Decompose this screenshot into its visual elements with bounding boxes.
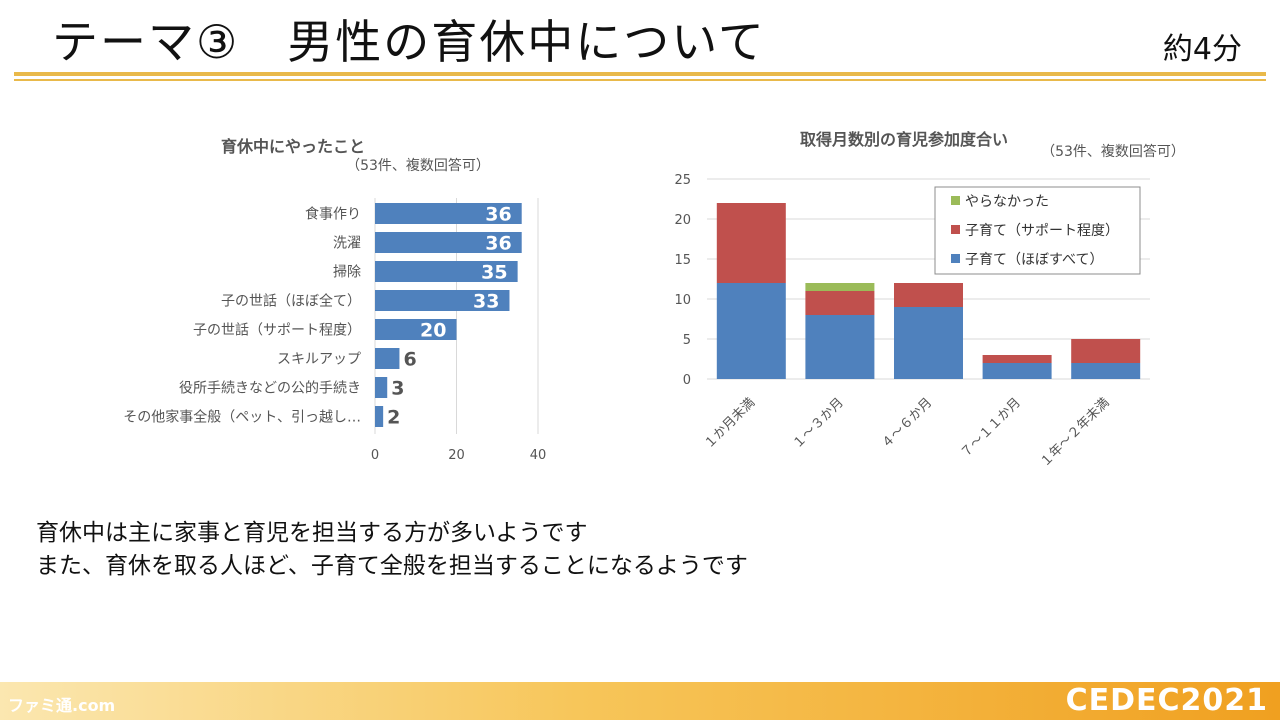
stacked-bar-segment [1071, 339, 1141, 363]
legend-label: 子育て（ほぼすべて） [965, 252, 1103, 268]
data-label: 36 [485, 233, 511, 255]
stacked-bar-segment [716, 203, 786, 283]
legend-box [934, 186, 1141, 275]
stacked-bar-segment [894, 283, 963, 307]
x-tick-label: １年～２年未満 [1038, 395, 1113, 470]
footer-watermark: ファミ通.com [8, 696, 116, 715]
data-label: 35 [481, 262, 507, 284]
body-line-1: 育休中は主に家事と育児を担当する方が多いようです [36, 520, 588, 546]
data-label: 20 [420, 320, 446, 342]
body-line-2: また、育休を取る人ほど、子育て全般を担当することになるようです [36, 553, 748, 579]
leave-length-stacked-chart: 取得月数別の育児参加度合い （53件、複数回答可） 0 5 10 15 20 25 １か月未満 １… [674, 130, 1185, 470]
stacked-bar-segment [1071, 363, 1141, 379]
x-tick-label: ４～６か月 [879, 395, 936, 452]
category-label: 子の世話（サポート程度） [193, 322, 361, 339]
y-tick-label: 20 [674, 213, 691, 228]
title-rule-thin [14, 79, 1266, 81]
data-label: 33 [473, 291, 499, 313]
y-tick-label: 15 [674, 253, 691, 268]
x-tick-label: １～３か月 [790, 395, 847, 452]
bar [375, 232, 522, 253]
bar [375, 261, 518, 282]
slide-title: テーマ③ 男性の育休中について [52, 15, 766, 69]
data-label: 2 [387, 407, 400, 429]
stacked-bar-segment [805, 291, 875, 315]
x-tick-label: 40 [530, 448, 547, 463]
bar [375, 348, 400, 369]
category-label: その他家事全般（ペット、引っ越し… [123, 409, 361, 426]
y-tick-label: 10 [674, 293, 691, 308]
stacked-bar-segment [805, 315, 875, 379]
x-tick-label: 20 [448, 448, 465, 463]
bar [375, 203, 522, 224]
legend-swatch [951, 254, 960, 263]
data-label: 6 [403, 349, 416, 371]
stacked-bar-segment [982, 363, 1052, 379]
bar [375, 319, 457, 340]
category-label: 役所手続きなどの公的手続き [179, 380, 361, 397]
x-tick-label: １か月未満 [702, 395, 759, 452]
category-label: スキルアップ [277, 352, 361, 368]
data-label: 3 [391, 378, 404, 400]
category-label: 掃除 [333, 264, 361, 281]
chart-title: 育休中にやったこと [221, 137, 365, 156]
category-label: 子の世話（ほぼ全て） [221, 293, 361, 310]
chart-subtitle: （53件、複数回答可） [1041, 143, 1185, 160]
legend-swatch [951, 225, 960, 234]
category-label: 洗濯 [333, 236, 361, 252]
legend-label: やらなかった [965, 194, 1049, 210]
title-rule [14, 72, 1266, 76]
stacked-bar-segment [716, 283, 786, 379]
bar [375, 377, 388, 398]
data-label: 36 [485, 204, 511, 226]
stacked-bar-segment [982, 355, 1052, 363]
chart-subtitle: （53件、複数回答可） [346, 157, 490, 174]
x-tick-label: 0 [371, 448, 379, 463]
category-label: 食事作り [305, 206, 361, 223]
chart-title: 取得月数別の育児参加度合い [800, 130, 1008, 149]
y-tick-label: 25 [674, 173, 691, 188]
cedec-logo: CEDEC2021 [1065, 683, 1268, 718]
duration-label: 約4分 [1162, 32, 1242, 67]
stacked-bar-segment [805, 283, 875, 291]
bar [375, 406, 384, 427]
footer-bar: ファミ通.com CEDEC2021 [0, 682, 1280, 720]
bar [375, 290, 510, 311]
x-tick-label: ７～１１か月 [958, 395, 1024, 461]
legend-label: 子育て（サポート程度） [965, 223, 1119, 239]
legend-swatch [951, 196, 960, 205]
y-tick-label: 5 [683, 333, 691, 348]
y-tick-label: 0 [683, 373, 691, 388]
stacked-bar-segment [894, 307, 963, 379]
